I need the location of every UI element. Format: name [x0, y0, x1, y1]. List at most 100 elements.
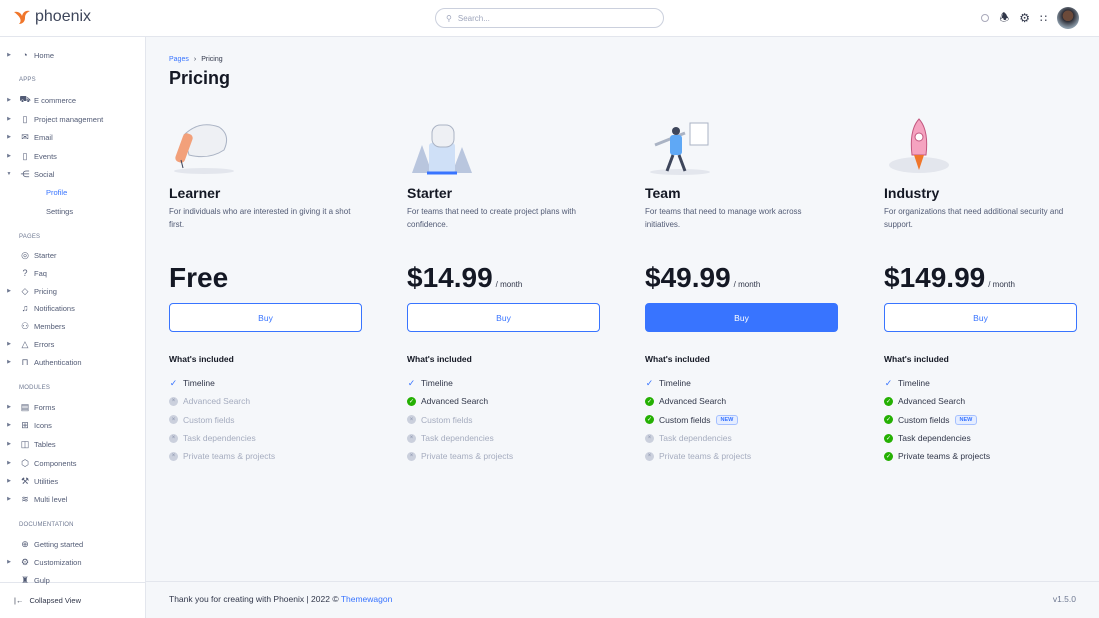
feature-label: Custom fields — [659, 414, 711, 425]
whats-included-heading: What's included — [645, 354, 710, 364]
plan-name: Learner — [169, 185, 221, 201]
sidebar-item-utilities[interactable]: ▶ ⚒ Utilities — [0, 473, 58, 489]
sidebar-item-members[interactable]: ⚇ Members — [0, 318, 65, 334]
sidebar-item-pricing[interactable]: ▶ ◇ Pricing — [0, 283, 57, 299]
sidebar-item-customization[interactable]: ▶ ⚙ Customization — [0, 554, 81, 570]
plan-illustration — [645, 115, 715, 177]
alert-icon: △ — [21, 338, 29, 349]
avatar[interactable] — [1057, 7, 1079, 29]
sidebar-item-label: Social — [34, 169, 55, 179]
sidebar-item-email[interactable]: ▶ ✉ Email — [0, 129, 53, 145]
check-circle-icon: ✓ — [645, 396, 654, 406]
new-badge: NEW — [715, 414, 739, 425]
check-icon: ✓ — [407, 377, 416, 388]
compass-icon: ◎ — [21, 249, 29, 260]
price-value: Free — [169, 262, 229, 293]
sidebar-item-label: Email — [34, 132, 53, 142]
feature-item: ✓ Custom fields NEW — [645, 411, 838, 429]
breadcrumb-pages[interactable]: Pages — [169, 56, 189, 63]
feature-item: ✓ Timeline — [884, 374, 1077, 392]
buy-button[interactable]: Buy — [169, 303, 362, 332]
theme-toggle-icon[interactable] — [981, 14, 990, 22]
gear-icon[interactable]: ⚙ — [1019, 11, 1030, 25]
feature-label: Private teams & projects — [659, 451, 752, 462]
plan-price: $49.99/ month — [645, 262, 838, 294]
x-circle-icon: × — [645, 433, 654, 443]
check-circle-icon: ✓ — [645, 415, 654, 425]
sidebar-item-faq[interactable]: ? Faq — [0, 265, 46, 281]
caret-icon: ▶ — [7, 116, 11, 122]
buy-button[interactable]: Buy — [884, 303, 1077, 332]
apps-grid-icon[interactable]: ∷ — [1040, 12, 1047, 25]
sidebar-item-social[interactable]: ▼ ⋲ Social — [0, 166, 55, 182]
footer: Thank you for creating with Phoenix | 20… — [146, 581, 1099, 618]
feature-label: Private teams & projects — [183, 451, 276, 462]
plan-illustration — [884, 115, 954, 177]
caret-icon: ▶ — [7, 97, 11, 103]
sidebar-item-notifications[interactable]: ♫ Notifications — [0, 300, 75, 316]
grid-icon: ⊞ — [21, 419, 29, 430]
pie-chart-icon: ◔ — [22, 50, 28, 60]
check-circle-icon: ✓ — [884, 396, 893, 406]
sidebar-item-multi-level[interactable]: ▶ ≋ Multi level — [0, 491, 67, 507]
sidebar-item-tables[interactable]: ▶ ◫ Tables — [0, 436, 56, 452]
check-icon: ✓ — [169, 377, 178, 388]
bell-icon[interactable]: 🕭 — [999, 11, 1010, 24]
check-circle-icon: ✓ — [884, 415, 893, 425]
sidebar-item-settings[interactable]: Settings — [46, 207, 74, 216]
sidebar-item-components[interactable]: ▶ ⬡ Components — [0, 455, 76, 471]
whats-included-heading: What's included — [884, 354, 949, 364]
themewagon-link[interactable]: Themewagon — [340, 594, 393, 604]
price-period: / month — [495, 280, 523, 289]
feature-label: Timeline — [183, 378, 215, 389]
logo[interactable]: phoenix — [13, 8, 91, 26]
pricing-card-learner: Learner For individuals who are interest… — [169, 115, 362, 465]
feature-list: ✓ Timeline ✓ Advanced Search ✓ Custom fields N… — [645, 374, 838, 465]
sidebar-item-icons[interactable]: ▶ ⊞ Icons — [0, 417, 52, 433]
file-icon: ▤ — [20, 401, 30, 412]
x-circle-icon: × — [169, 415, 178, 425]
check-circle-icon: ✓ — [884, 451, 893, 461]
caret-icon: ▶ — [7, 441, 11, 447]
caret-icon: ▼ — [6, 171, 12, 177]
sidebar-item-getting-started[interactable]: ⊕ Getting started — [0, 536, 83, 552]
feature-item: × Custom fields — [407, 411, 600, 429]
whats-included-heading: What's included — [169, 354, 234, 364]
feature-item: × Task dependencies — [407, 429, 600, 447]
sidebar-item-gulp[interactable]: ♜ Gulp — [0, 572, 50, 588]
caret-icon: ▶ — [7, 496, 11, 502]
collapsed-view-button[interactable]: |← Collapsed View — [0, 582, 145, 618]
sidebar-item-authentication[interactable]: ▶ ⊓ Authentication — [0, 354, 81, 370]
check-icon: ✓ — [645, 377, 654, 388]
x-circle-icon: × — [645, 451, 654, 461]
sidebar-item-home[interactable]: ▶ ◔ Home — [0, 47, 54, 63]
check-circle-icon: ✓ — [407, 396, 416, 406]
sidebar-item-label: Notifications — [34, 303, 75, 313]
buy-button[interactable]: Buy — [407, 303, 600, 332]
buy-button[interactable]: Buy — [645, 303, 838, 332]
sidebar-item-e-commerce[interactable]: ▶ ⛟ E commerce — [0, 92, 76, 108]
sidebar-item-events[interactable]: ▶ ▯ Events — [0, 148, 57, 164]
sidebar-item-forms[interactable]: ▶ ▤ Forms — [0, 399, 55, 415]
whats-included-heading: What's included — [407, 354, 472, 364]
cart-icon: ⛟ — [19, 94, 31, 104]
feature-label: Timeline — [421, 378, 453, 389]
columns-icon: ◫ — [20, 438, 30, 449]
search-input[interactable]: ⚲ Search... — [435, 8, 664, 28]
caret-icon: ▶ — [7, 404, 11, 410]
feature-label: Advanced Search — [659, 396, 727, 407]
sidebar-item-starter[interactable]: ◎ Starter — [0, 247, 56, 263]
sidebar-item-profile[interactable]: Profile — [46, 188, 68, 197]
layers-icon: ≋ — [21, 493, 29, 504]
sidebar-item-project-management[interactable]: ▶ ▯ Project management — [0, 111, 103, 127]
plan-description: For teams that need to create project pl… — [407, 207, 576, 229]
caret-icon: ▶ — [7, 460, 11, 466]
price-period: / month — [988, 280, 1015, 289]
feature-label: Task dependencies — [659, 433, 732, 444]
caret-icon: ▶ — [7, 288, 11, 294]
caret-icon: ▶ — [7, 153, 11, 159]
gulp-icon: ♜ — [20, 574, 30, 585]
sidebar-item-label: Members — [34, 321, 66, 331]
sidebar-item-errors[interactable]: ▶ △ Errors — [0, 336, 54, 352]
sidebar-item-label: Gulp — [34, 575, 50, 585]
